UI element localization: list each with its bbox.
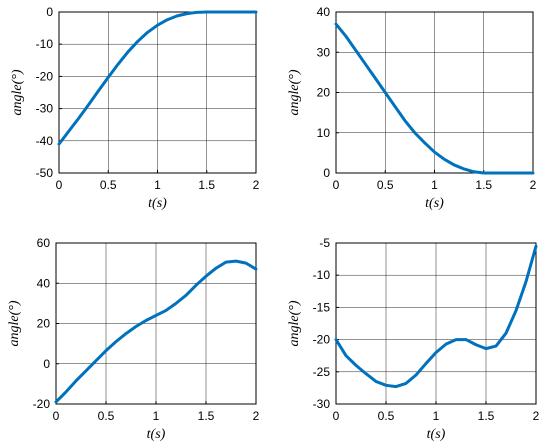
x-tick-label: 1 [153, 409, 160, 423]
x-tick-label: 0 [333, 409, 340, 423]
x-tick-label: 0.5 [377, 178, 394, 192]
y-tick-label: -40 [36, 134, 54, 148]
series-line-1 [334, 244, 538, 389]
plot-frame [58, 11, 257, 174]
y-tick-label: -30 [313, 397, 331, 411]
x-tick-label: 1.5 [198, 409, 215, 423]
y-axis-label: angle(°) [287, 69, 302, 115]
y-tick-label: 0 [46, 5, 53, 19]
y-tick-label: -10 [313, 268, 331, 282]
x-tick-label: 1.5 [478, 409, 495, 423]
y-tick-label: -30 [36, 102, 54, 116]
y-tick-label: -20 [33, 397, 51, 411]
x-tick-label: 0.5 [100, 178, 117, 192]
x-tick-label: 0 [333, 178, 340, 192]
y-tick-label: -10 [36, 37, 54, 51]
x-tick-label: 1 [433, 409, 440, 423]
y-tick-label: -5 [319, 236, 330, 250]
y-tick-label: -15 [313, 300, 331, 314]
chart-panel-1: 0 0.5 1 1.5 2 -50 -40 -30 -20 -10 0 t(s) angle(°) [10, 5, 260, 211]
x-axis-label: t(s) [425, 196, 444, 211]
x-tick-label: 1 [431, 178, 438, 192]
x-tick-label: 2 [253, 409, 260, 423]
y-tick-label: -20 [36, 69, 54, 83]
x-tick-label: 0.5 [98, 409, 115, 423]
series-line-1 [54, 259, 258, 404]
y-tick-label: -20 [313, 333, 331, 347]
y-tick-label: 10 [317, 126, 331, 140]
y-axis-label: angle(°) [7, 300, 22, 346]
y-tick-label: -25 [313, 365, 331, 379]
x-tick-label: 2 [533, 409, 540, 423]
chart-panel-4: 0 0.5 1 1.5 2 -30 -25 -20 -15 -10 -5 t(s) angle(°) [287, 236, 540, 442]
x-axis-label: t(s) [147, 427, 166, 442]
y-tick-label: 30 [317, 45, 331, 59]
x-tick-label: 1 [154, 178, 161, 192]
x-tick-label: 2 [253, 178, 260, 192]
x-tick-label: 1.5 [198, 178, 215, 192]
y-axis-label: angle(°) [10, 69, 25, 115]
y-tick-label: -50 [36, 166, 54, 180]
x-tick-label: 0.5 [378, 409, 395, 423]
y-tick-label: 40 [37, 276, 51, 290]
x-tick-label: 1.5 [475, 178, 492, 192]
x-axis-label: t(s) [427, 427, 446, 442]
y-tick-label: 20 [317, 86, 331, 100]
x-tick-label: 0 [53, 409, 60, 423]
series-line-1 [57, 10, 258, 146]
x-tick-label: 0 [56, 178, 63, 192]
y-tick-label: 40 [317, 5, 331, 19]
series-line-1 [334, 22, 535, 175]
x-axis-label: t(s) [148, 196, 167, 211]
y-tick-label: 0 [323, 166, 330, 180]
y-tick-label: 20 [37, 317, 51, 331]
y-tick-label: 0 [43, 357, 50, 371]
plot-frame [335, 242, 537, 405]
y-axis-label: angle(°) [287, 300, 302, 346]
plot-frame [55, 242, 257, 405]
plot-frame [335, 11, 534, 174]
x-tick-label: 2 [530, 178, 537, 192]
y-tick-label: 60 [37, 236, 51, 250]
